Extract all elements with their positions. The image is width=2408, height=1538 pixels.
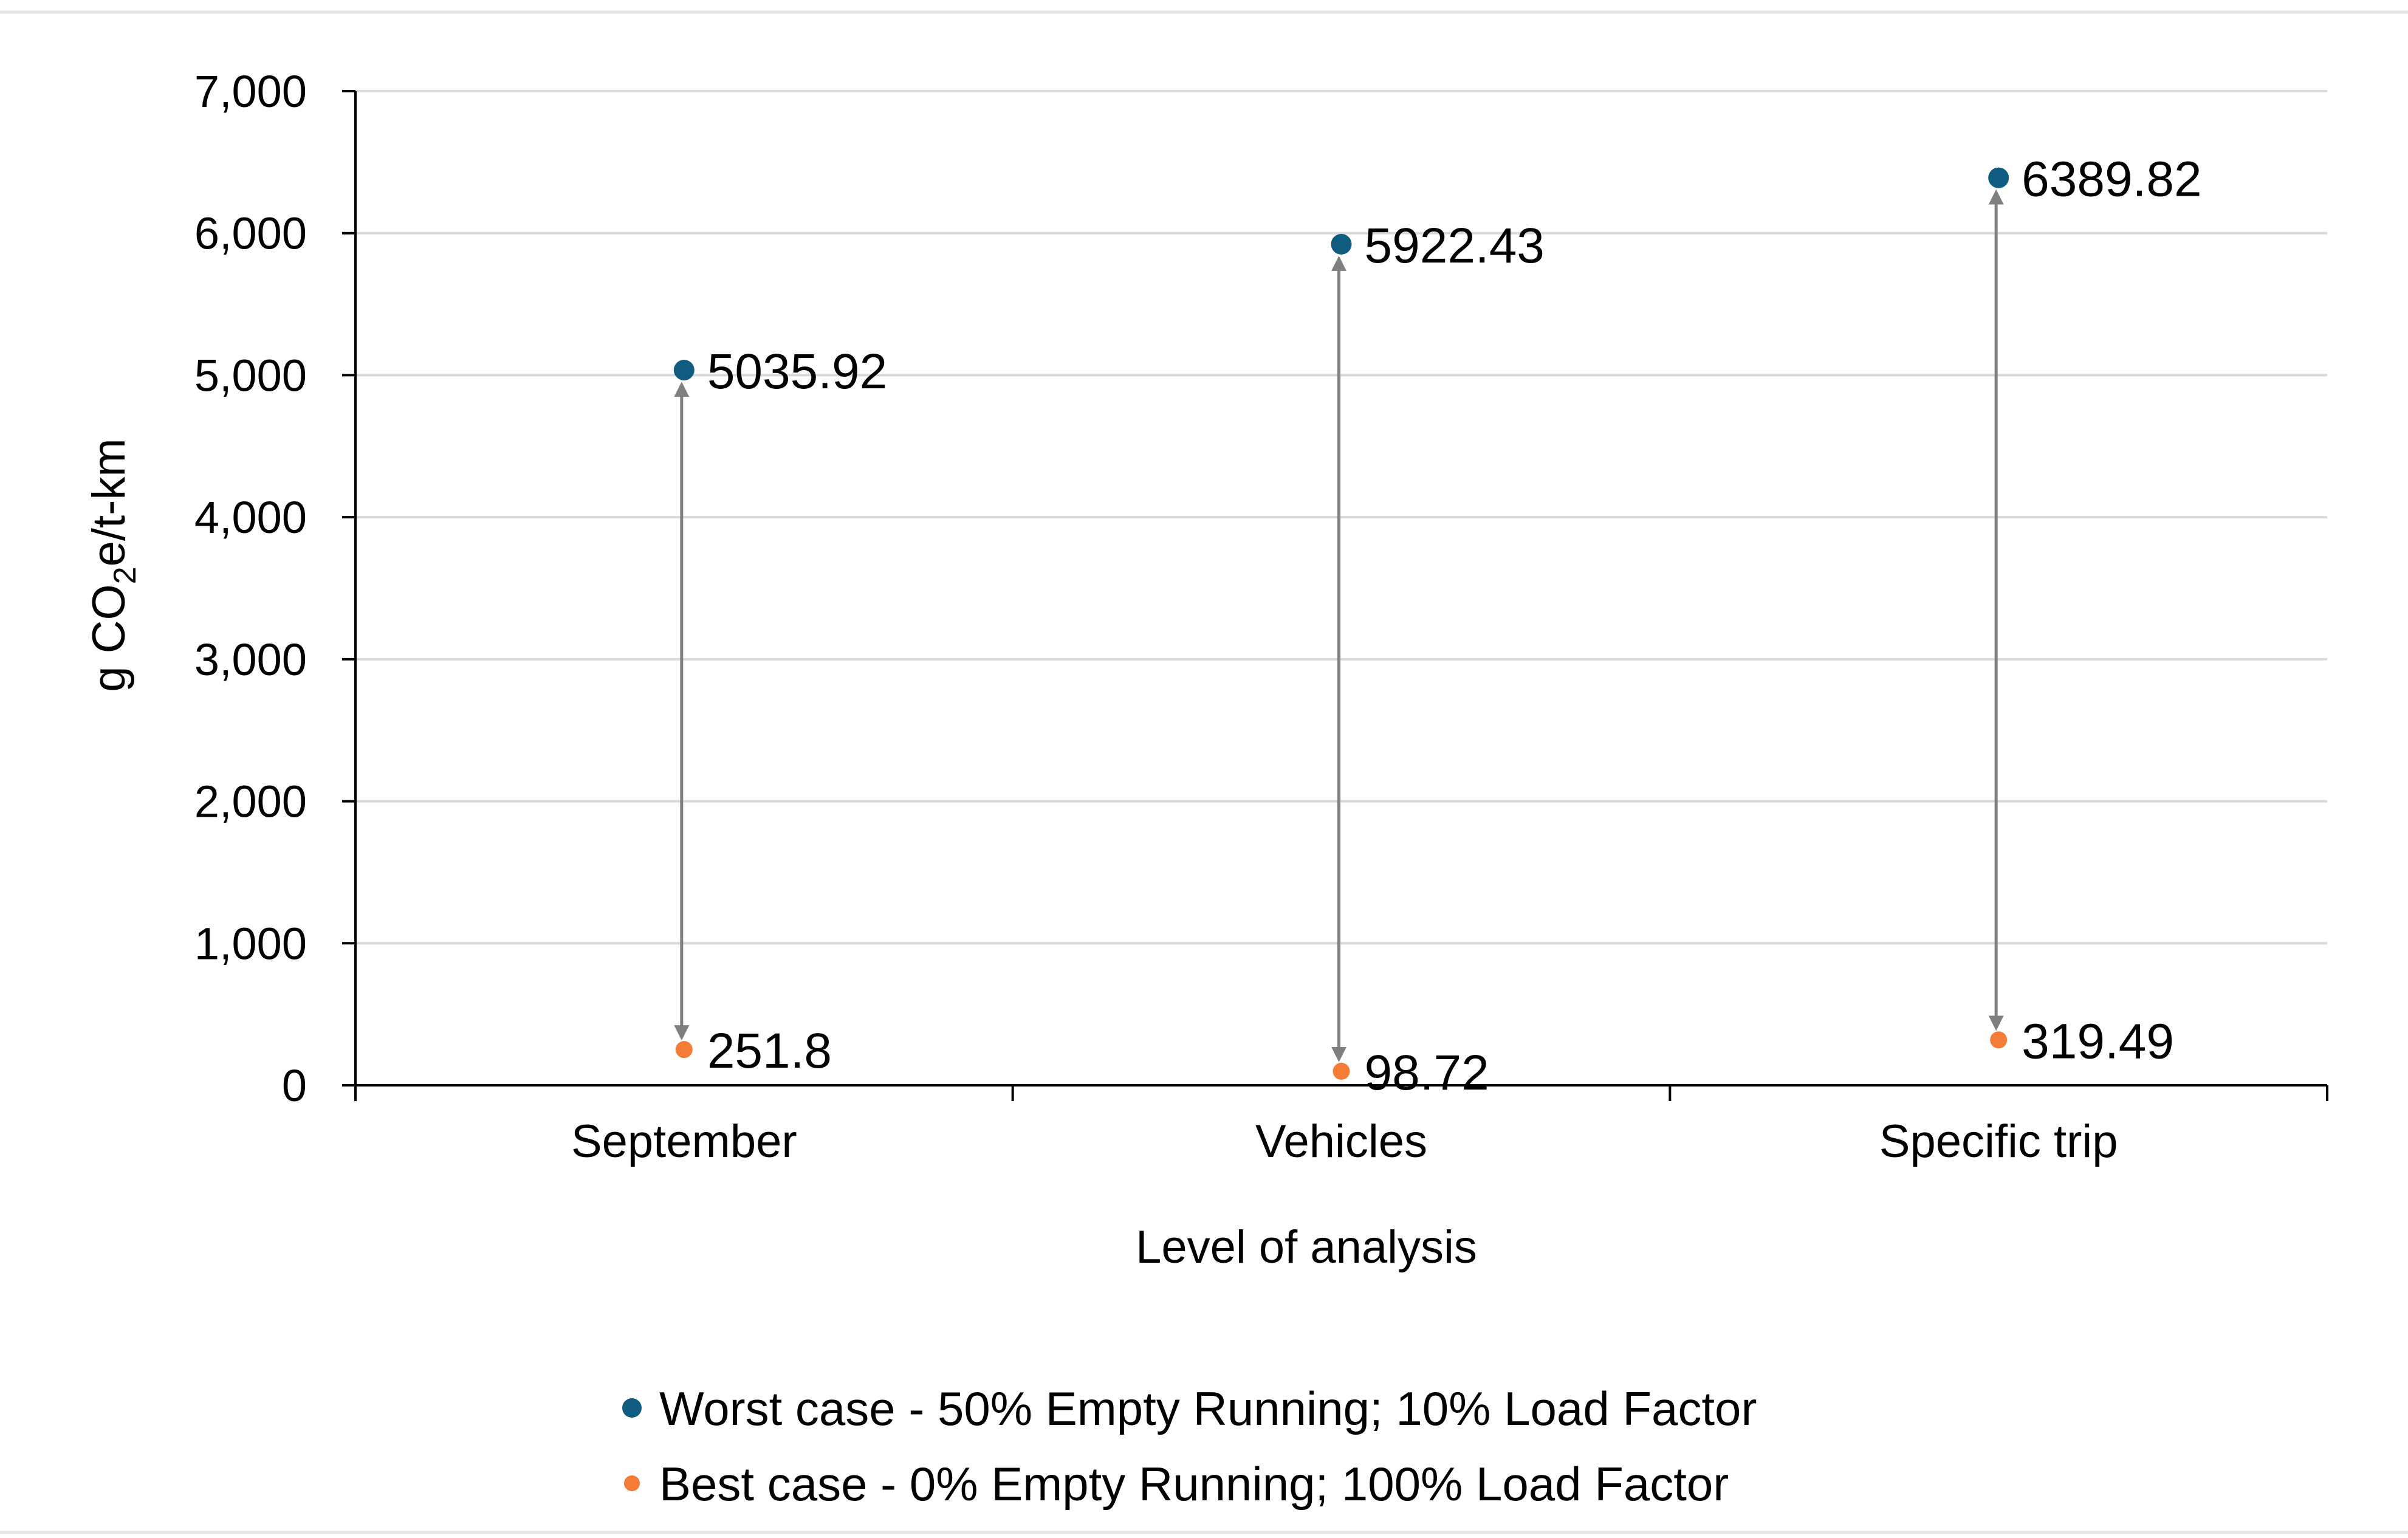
- y-tick-label: 0: [282, 1060, 307, 1111]
- best-case-point: [675, 1041, 693, 1059]
- data-label: 5922.43: [1365, 218, 1545, 273]
- data-points: 5035.92 5922.43 6389.82 251.8 98.72 319.49: [673, 152, 2202, 1100]
- x-axis-title: Level of analysis: [1136, 1221, 1477, 1273]
- data-label: 98.72: [1365, 1045, 1489, 1100]
- legend-label: Best case - 0% Empty Running; 100% Load …: [659, 1457, 1729, 1511]
- y-axis-title-rest: e/t-km: [83, 438, 135, 566]
- legend-marker-worst-case: [622, 1398, 642, 1418]
- y-tick-label: 1,000: [194, 918, 307, 969]
- range-arrows: [674, 189, 2004, 1062]
- y-tick-label: 6,000: [194, 208, 307, 259]
- x-axis: September Vehicles Specific trip: [354, 1084, 2328, 1167]
- y-axis-title-main: g CO: [83, 584, 135, 692]
- best-case-point: [1333, 1062, 1350, 1080]
- x-tick-label: Specific trip: [1879, 1116, 2118, 1167]
- x-tick-label: Vehicles: [1255, 1116, 1427, 1167]
- data-label: 6389.82: [2022, 152, 2201, 207]
- y-tick-label: 3,000: [194, 634, 307, 685]
- y-tick-label: 7,000: [194, 66, 307, 117]
- y-axis-title: g CO2e/t-km: [83, 438, 143, 692]
- legend-marker-best-case: [624, 1475, 640, 1491]
- legend-label: Worst case - 50% Empty Running; 10% Load…: [659, 1382, 1757, 1435]
- best-case-point: [1990, 1031, 2008, 1049]
- data-label: 5035.92: [707, 344, 887, 399]
- y-axis-title-subscript: 2: [108, 566, 143, 584]
- y-tick-label: 2,000: [194, 777, 307, 827]
- worst-case-point: [673, 360, 695, 381]
- y-axis: 0 1,000 2,000 3,000 4,000 5,000 6,000 7,000: [194, 66, 357, 1111]
- worst-case-point: [1988, 167, 2009, 188]
- y-tick-label: 5,000: [194, 350, 307, 400]
- legend: Worst case - 50% Empty Running; 10% Load…: [622, 1382, 1757, 1511]
- y-tick-label: 4,000: [194, 492, 307, 543]
- data-label: 319.49: [2022, 1014, 2174, 1069]
- data-label: 251.8: [707, 1023, 832, 1079]
- worst-case-point: [1331, 233, 1352, 255]
- x-tick-label: September: [571, 1116, 797, 1167]
- gridlines: [355, 90, 2327, 945]
